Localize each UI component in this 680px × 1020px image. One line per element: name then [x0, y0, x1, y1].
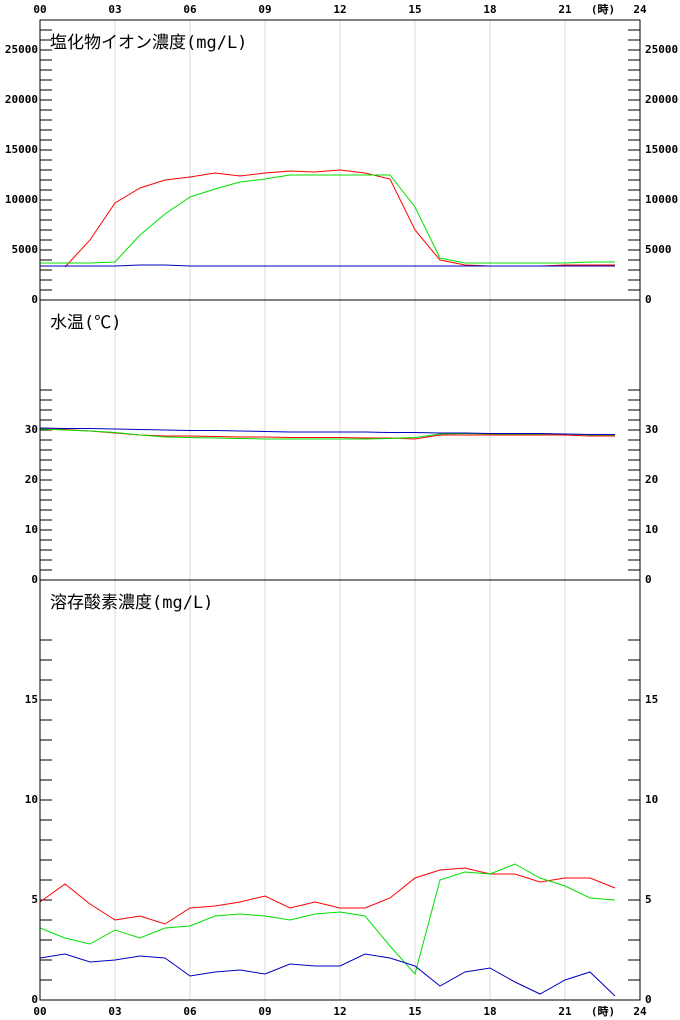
x-tick-label-bottom: 21: [558, 1005, 572, 1018]
y-tick-label-left: 20000: [5, 93, 38, 106]
series-line: [39, 863, 616, 976]
y-tick-label-left: 15: [25, 693, 38, 706]
series-line: [39, 953, 616, 997]
x-tick-label-top: 06: [183, 3, 197, 16]
x-tick-label-bottom: 15: [408, 1005, 421, 1018]
y-tick-label-right: 25000: [645, 43, 678, 56]
x-tick-label-bottom: 24: [633, 1005, 647, 1018]
y-tick-label-right: 0: [645, 993, 652, 1006]
x-tick-label-top: 12: [333, 3, 346, 16]
y-tick-label-left: 0: [31, 573, 38, 586]
x-unit-top: (時): [591, 2, 615, 16]
y-tick-label-left: 5: [31, 893, 38, 906]
y-tick-label-left: 20: [25, 473, 38, 486]
y-tick-label-left: 15000: [5, 143, 38, 156]
panel-title: 溶存酸素濃度(mg/L): [50, 593, 213, 613]
y-tick-label-right: 20: [645, 473, 658, 486]
y-tick-label-right: 30: [645, 423, 658, 436]
panel-frame: [39, 579, 641, 1001]
y-tick-label-left: 10000: [5, 193, 38, 206]
y-tick-label-left: 30: [25, 423, 38, 436]
y-tick-label-left: 10: [25, 523, 38, 536]
x-tick-label-top: 21: [558, 3, 572, 16]
y-tick-label-left: 5000: [12, 243, 39, 256]
x-tick-label-top: 00: [33, 3, 46, 16]
panel-title: 塩化物イオン濃度(mg/L): [50, 33, 247, 53]
x-tick-label-bottom: 18: [483, 1005, 496, 1018]
x-tick-label-bottom: 09: [258, 1005, 271, 1018]
panel-title: 水温(℃): [50, 313, 121, 333]
y-tick-label-right: 10: [645, 793, 658, 806]
y-tick-label-left: 10: [25, 793, 38, 806]
x-tick-label-top: 03: [108, 3, 121, 16]
y-tick-label-right: 20000: [645, 93, 678, 106]
y-tick-label-right: 0: [645, 573, 652, 586]
x-tick-label-top: 15: [408, 3, 421, 16]
x-tick-label-top: 24: [633, 3, 647, 16]
y-tick-label-right: 10: [645, 523, 658, 536]
series-line: [40, 264, 615, 267]
x-tick-label-bottom: 03: [108, 1005, 121, 1018]
y-tick-label-right: 15: [645, 693, 658, 706]
x-tick-label-bottom: 06: [183, 1005, 197, 1018]
x-tick-label-top: 18: [483, 3, 496, 16]
series-line: [39, 427, 615, 435]
y-tick-label-left: 25000: [5, 43, 38, 56]
y-tick-label-right: 10000: [645, 193, 678, 206]
x-tick-label-top: 09: [258, 3, 271, 16]
y-tick-label-right: 15000: [645, 143, 678, 156]
y-tick-label-right: 0: [645, 293, 652, 306]
series-line: [39, 867, 616, 925]
series-line: [40, 174, 615, 264]
x-unit-bottom: (時): [591, 1004, 615, 1018]
y-tick-label-left: 0: [31, 993, 38, 1006]
y-tick-label-right: 5000: [645, 243, 672, 256]
y-tick-label-right: 5: [645, 893, 652, 906]
x-tick-label-bottom: 12: [333, 1005, 346, 1018]
x-tick-label-bottom: 00: [33, 1005, 46, 1018]
y-tick-label-left: 0: [31, 293, 38, 306]
